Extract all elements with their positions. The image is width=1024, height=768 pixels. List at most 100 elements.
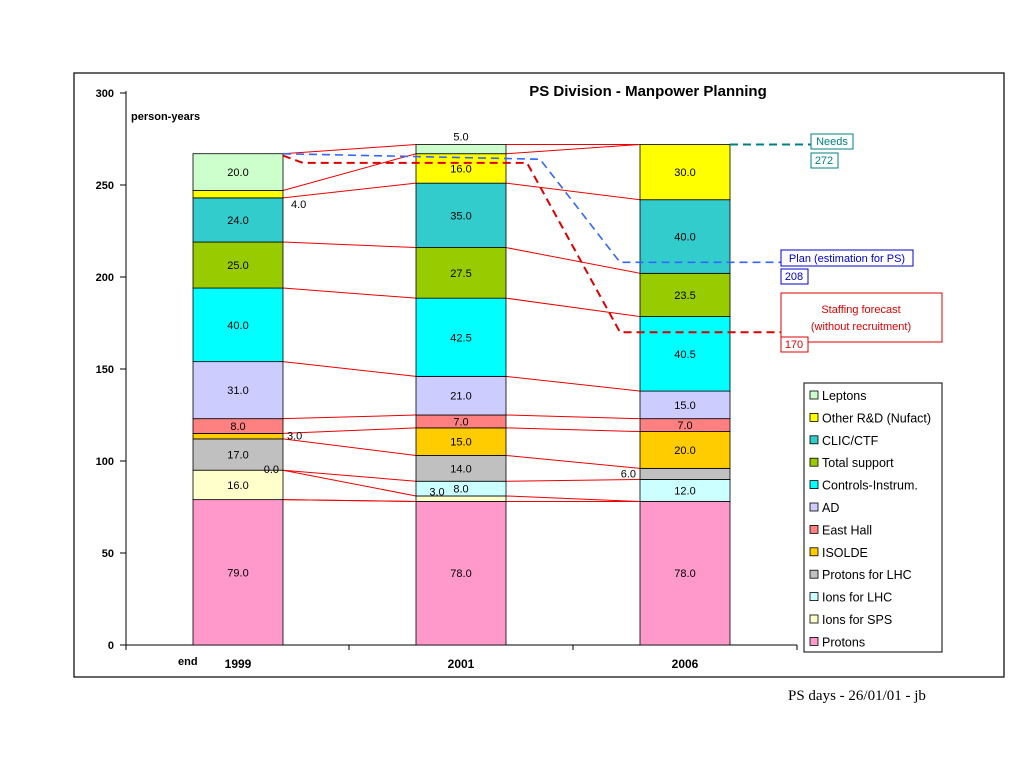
- bar-protons-for-lhc-2001: [415, 455, 507, 482]
- y-tick-label: 300: [96, 88, 114, 100]
- annotations: Needs 272 Plan (estimation for PS) 208 Staff…: [780, 133, 943, 353]
- bar-total-support-2001: [415, 247, 507, 299]
- x-tick-label: 1999: [225, 657, 252, 671]
- data-label: 79.0: [227, 567, 248, 579]
- needs-value-box: [810, 152, 839, 169]
- staffing-value: 170: [785, 339, 803, 351]
- data-label: 15.0: [674, 400, 695, 412]
- legend-item: Protons: [822, 635, 865, 649]
- bar-isolde-1999: [192, 432, 284, 440]
- y-tick-label: 250: [96, 180, 114, 192]
- legend-item: ISOLDE: [822, 546, 868, 560]
- bar-protons-2001: [415, 501, 507, 646]
- connector-line: [505, 478, 641, 482]
- data-label: 6.0: [621, 468, 636, 480]
- bar-controls-instrum--2001: [415, 297, 507, 377]
- legend-item: Ions for LHC: [822, 591, 892, 605]
- bar-clic-ctf-2001: [415, 182, 507, 248]
- data-label: 40.5: [674, 349, 695, 361]
- bar-protons-for-lhc-2006: [639, 467, 731, 480]
- data-label: 24.0: [227, 215, 248, 227]
- data-label: 27.5: [450, 268, 471, 280]
- needs-label-box: [810, 133, 854, 150]
- legend-item: Total support: [822, 456, 894, 470]
- data-label: 35.0: [450, 210, 471, 222]
- x-tick-label: 2006: [672, 657, 699, 671]
- legend-item: Controls-Instrum.: [822, 479, 918, 493]
- legend-swatch: [809, 390, 819, 400]
- legend-swatch: [809, 525, 819, 534]
- y-tick-label: 200: [96, 272, 114, 284]
- bar-ions-for-sps-1999: [192, 469, 284, 501]
- legend-swatch: [809, 480, 819, 490]
- connector-line: [505, 375, 641, 392]
- connector-line: [282, 144, 417, 155]
- connector-line: [282, 287, 417, 299]
- bar-total-support-1999: [192, 241, 284, 289]
- y-tick-label: 150: [96, 364, 114, 376]
- data-label: 3.0: [429, 486, 444, 498]
- legend-item: Leptons: [822, 389, 866, 403]
- staffing-value-box: [780, 336, 809, 353]
- bar-ad-2001: [415, 375, 507, 416]
- data-label: 20.0: [674, 445, 695, 457]
- x-axis-labels: 1999 2001 2006: [225, 657, 699, 671]
- connector-line: [282, 427, 417, 434]
- data-label: 23.5: [674, 290, 695, 302]
- connector-line: [505, 454, 641, 469]
- legend-item: Protons for LHC: [822, 568, 912, 582]
- data-label: 8.0: [453, 484, 468, 496]
- legend-item: CLIC/CTF: [822, 434, 879, 448]
- connector-line: [282, 469, 417, 497]
- connector-line: [282, 153, 417, 192]
- data-label: 16.0: [227, 480, 248, 492]
- connector-line: [282, 469, 417, 482]
- legend-item: Other R&D (Nufact): [822, 411, 931, 425]
- bar-leptons-2001: [415, 144, 507, 155]
- legend-item: AD: [822, 501, 839, 515]
- plan-line: [282, 152, 790, 264]
- data-label: 7.0: [453, 416, 468, 428]
- legend-swatch: [809, 592, 819, 601]
- connector-line: [505, 297, 641, 318]
- data-label: 7.0: [677, 420, 692, 432]
- bar-isolde-2001: [415, 427, 507, 456]
- staffing-label: Staffing forecast: [821, 304, 900, 316]
- connector-line: [505, 427, 641, 433]
- data-label: 30.0: [674, 167, 695, 179]
- data-label: 14.0: [450, 463, 471, 475]
- plan-label: Plan (estimation for PS): [789, 253, 905, 265]
- bar-protons-2006: [639, 501, 731, 646]
- bar-ad-2006: [639, 390, 731, 420]
- bar-other-r-d-nufact--2006: [639, 144, 731, 201]
- data-label: 40.0: [674, 232, 695, 244]
- legend-swatch: [809, 547, 819, 557]
- data-label: 21.0: [450, 391, 471, 403]
- bar-ad-1999: [192, 361, 284, 420]
- y-axis-label: person-years: [131, 111, 200, 123]
- data-label: 8.0: [230, 421, 245, 433]
- data-label: 3.0: [287, 430, 302, 442]
- connector-line: [505, 247, 641, 274]
- data-label: 20.0: [227, 167, 248, 179]
- data-label: 5.0: [453, 132, 468, 144]
- x-prefix-label: end: [178, 656, 198, 668]
- plan-label-box: [780, 249, 914, 267]
- legend: Leptons Other R&D (Nufact) CLIC/CTF Total s…: [803, 382, 943, 653]
- y-tick-label: 0: [108, 640, 114, 652]
- y-axis-ticks: 0 50 100 150 200 250 300: [96, 88, 798, 652]
- data-label: 17.0: [227, 450, 248, 462]
- legend-swatch: [809, 457, 819, 467]
- needs-value: 272: [815, 155, 833, 167]
- y-tick-label: 50: [102, 548, 114, 560]
- segment-connectors: [282, 144, 641, 502]
- bar-protons-1999: [192, 499, 284, 646]
- legend-item: East Hall: [822, 523, 872, 537]
- bar-leptons-1999: [192, 153, 284, 191]
- connector-line: [282, 182, 417, 199]
- bar-protons-for-lhc-1999: [192, 438, 284, 471]
- data-label: 78.0: [450, 568, 471, 580]
- connector-line: [505, 144, 641, 155]
- staffing-label-2: (without recruitment): [811, 321, 911, 333]
